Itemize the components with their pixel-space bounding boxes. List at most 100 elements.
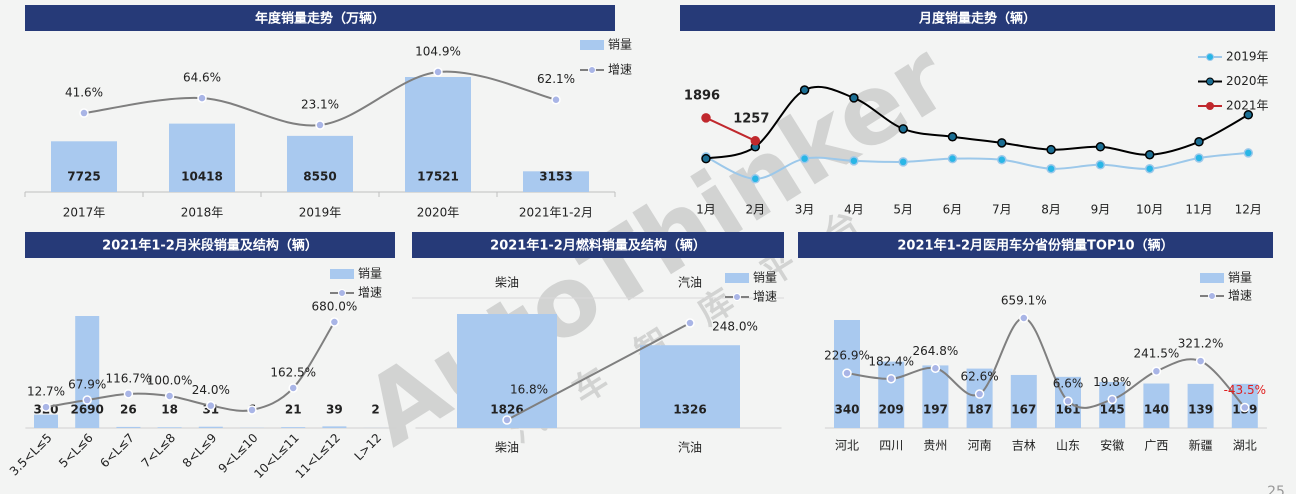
bar xyxy=(322,426,347,428)
legend-label: 销量 xyxy=(753,271,777,285)
bar-label: 197 xyxy=(923,403,948,417)
x-tick-label: 广西 xyxy=(1144,439,1168,453)
bar-label: 8550 xyxy=(303,170,336,184)
data-label: 680.0% xyxy=(312,300,358,314)
top-category-label: 柴油 xyxy=(495,276,519,290)
legend-label: 2021年 xyxy=(1226,99,1269,113)
line-marker xyxy=(1107,394,1117,405)
line-marker xyxy=(329,317,340,327)
bar-label: 140 xyxy=(1144,403,1169,417)
x-tick-label: 3月 xyxy=(795,203,815,217)
data-label: 100.0% xyxy=(147,373,193,387)
x-tick-label: 8月 xyxy=(1041,203,1061,217)
bar-label: 2 xyxy=(371,403,379,417)
legend-label: 增速 xyxy=(753,290,777,304)
x-tick-label: 4月 xyxy=(844,203,864,217)
bar-label: 10418 xyxy=(181,170,223,184)
data-label: 41.6% xyxy=(65,86,103,100)
x-tick-label: 河北 xyxy=(835,439,859,453)
data-label: 62.6% xyxy=(961,370,999,384)
line-marker xyxy=(886,374,896,384)
legend-label: 增速 xyxy=(1228,289,1252,303)
x-tick-label: 贵州 xyxy=(923,439,947,453)
line-marker xyxy=(41,402,51,412)
data-label: 104.9% xyxy=(415,45,461,59)
line-marker xyxy=(750,136,761,146)
x-tick-label: 汽油 xyxy=(678,440,702,455)
bar-label: 209 xyxy=(879,403,904,417)
line-marker xyxy=(206,400,216,411)
bar-label: 17521 xyxy=(417,170,459,184)
bar xyxy=(457,314,557,428)
legend-label: 销量 xyxy=(608,38,632,52)
top-category-label: 汽油 xyxy=(678,275,702,290)
line-marker xyxy=(164,391,175,401)
legend-swatch xyxy=(1200,273,1224,283)
line-marker xyxy=(685,318,695,328)
legend-label: 销量 xyxy=(358,267,382,281)
x-tick-label: 山东 xyxy=(1056,439,1080,453)
bar-label: 1826 xyxy=(490,403,523,417)
line-marker xyxy=(1144,149,1155,160)
legend-marker xyxy=(1206,77,1214,86)
line-marker xyxy=(82,395,92,405)
bar xyxy=(51,141,117,192)
bar-label: 21 xyxy=(285,403,302,417)
legend-marker xyxy=(588,66,596,74)
legend-marker xyxy=(733,293,741,301)
legend-label: 增速 xyxy=(608,63,632,77)
line-marker xyxy=(1063,396,1073,406)
legend-marker xyxy=(1206,102,1214,110)
chart-title: 月度销量走势（辆） xyxy=(918,11,1036,27)
bar xyxy=(1010,374,1037,428)
bar xyxy=(922,365,949,428)
chart-title: 2021年1-2月燃料销量及结构（辆） xyxy=(490,238,706,254)
legend-swatch xyxy=(725,273,749,283)
line-marker xyxy=(1243,110,1254,120)
x-tick-label: 7<L≤8 xyxy=(139,431,179,471)
bar-label: 2690 xyxy=(70,403,103,417)
bar-label: 187 xyxy=(967,403,992,417)
x-tick-label: 6月 xyxy=(943,203,963,217)
bar xyxy=(405,77,471,192)
legend-marker xyxy=(1208,292,1216,300)
legend-marker xyxy=(1206,53,1214,61)
line-marker xyxy=(1019,313,1029,323)
x-tick-label: 河南 xyxy=(968,438,992,453)
x-tick-label: 3.5<L≤5 xyxy=(7,431,55,479)
x-tick-label: 7月 xyxy=(992,203,1012,217)
bar xyxy=(157,427,182,428)
x-tick-label: 2018年 xyxy=(181,206,224,220)
line-marker xyxy=(898,124,908,134)
x-tick-label: 11月 xyxy=(1185,203,1212,217)
data-label: 116.7% xyxy=(106,371,152,385)
data-label: 23.1% xyxy=(301,98,339,112)
bar-label: 139 xyxy=(1188,403,1213,417)
line-marker xyxy=(123,389,134,399)
data-label: 1257 xyxy=(733,111,769,126)
line-marker xyxy=(701,113,711,123)
data-label: 659.1% xyxy=(1001,294,1047,308)
data-label: 62.1% xyxy=(537,72,575,86)
x-tick-label: 2017年 xyxy=(63,206,106,220)
line-marker xyxy=(947,153,958,164)
panel-header xyxy=(25,5,615,31)
line-marker xyxy=(974,389,985,399)
bar-label: 3153 xyxy=(539,170,572,184)
data-label: 67.9% xyxy=(68,378,106,392)
line-marker xyxy=(315,120,325,130)
bar xyxy=(1143,383,1170,428)
bar xyxy=(523,171,589,192)
data-label: 182.4% xyxy=(868,354,914,368)
line-marker xyxy=(79,108,89,118)
line-marker xyxy=(1195,356,1206,366)
data-label: 264.8% xyxy=(913,344,959,358)
bar xyxy=(640,345,740,428)
line-marker xyxy=(197,93,207,103)
data-label: 64.6% xyxy=(183,71,221,85)
x-tick-label: 8<L≤9 xyxy=(180,431,220,471)
line-marker xyxy=(1095,160,1106,170)
chart-title: 年度销量走势（万辆） xyxy=(255,11,385,27)
x-tick-label: 11<L≤12 xyxy=(293,431,343,481)
